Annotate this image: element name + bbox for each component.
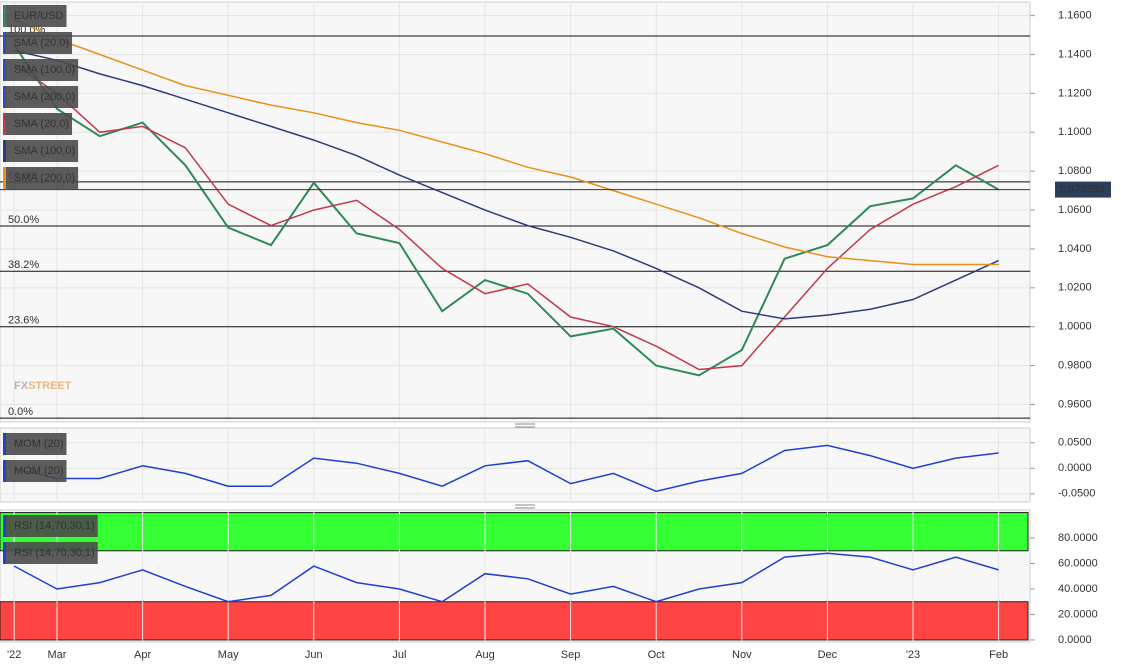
x-tick-label: '23 [906, 649, 920, 661]
y-tick-label: 1.0600 [1058, 204, 1092, 216]
series-line [13, 63, 999, 371]
legend-label: SMA (200,0) [14, 91, 75, 103]
series-line [14, 444, 999, 493]
x-tick-label: Dec [818, 649, 838, 661]
y-tick-label: 60.0000 [1058, 557, 1098, 569]
x-tick-label: Apr [134, 649, 151, 661]
legend-stripe [3, 167, 6, 189]
legend-label: RSI (14,70,30,1) [14, 520, 95, 532]
legend-stripe [3, 59, 6, 81]
y-tick-label: 80.0000 [1058, 532, 1098, 544]
y-tick-label: 1.1000 [1058, 126, 1092, 138]
legend-label: MOM (20) [14, 438, 64, 450]
legend-box [3, 433, 67, 455]
panel-background [0, 1, 1031, 423]
series-line [14, 49, 999, 320]
legend-stripe [3, 5, 6, 27]
fib-label: 23.6% [8, 315, 39, 327]
y-tick-label: 0.9800 [1058, 360, 1092, 372]
legend-box [3, 542, 98, 564]
x-tick-label: Aug [475, 649, 495, 661]
legend-stripe [3, 515, 6, 537]
legend-label: SMA (100,0) [14, 145, 75, 157]
legend-label: RSI (14,70,30,1) [14, 547, 95, 559]
x-tick-label: Jul [392, 649, 406, 661]
y-tick-label: 40.0000 [1058, 583, 1098, 595]
zone [0, 512, 1029, 552]
x-tick-label: Jun [305, 649, 323, 661]
x-tick-label: May [218, 649, 239, 661]
x-tick-label: Feb [989, 649, 1008, 661]
legend-box [3, 113, 73, 135]
y-tick-label: 1.0000 [1058, 321, 1092, 333]
y-tick-label: 1.0200 [1058, 282, 1092, 294]
panel-background [0, 427, 1031, 503]
watermark: FXSTREET [14, 380, 72, 392]
legend-stripe [3, 113, 6, 135]
x-tick-label: Mar [48, 649, 67, 661]
fib-label: 0.0% [8, 406, 33, 418]
y-tick-label: 1.1200 [1058, 87, 1092, 99]
watermark-part: STREET [28, 380, 72, 392]
x-tick-label: Nov [732, 649, 752, 661]
y-tick-label: 0.9600 [1058, 398, 1092, 410]
legend-stripe [3, 86, 6, 108]
last-price-box [1055, 181, 1111, 198]
legend-box [3, 515, 98, 537]
legend-box [3, 167, 79, 189]
fib-label: 38.2% [8, 259, 39, 271]
y-tick-label: 0.0000 [1058, 462, 1092, 474]
zone [0, 601, 1029, 641]
series-line [13, 552, 999, 603]
separator [515, 423, 535, 509]
legend-stripe [3, 32, 6, 54]
x-tick-label: Sep [561, 649, 581, 661]
y-tick-label: 1.1400 [1058, 48, 1092, 60]
legend-label: SMA (200,0) [14, 172, 75, 184]
fib-label: 50.0% [8, 214, 39, 226]
legend-label: SMA (20,0) [14, 37, 69, 49]
x-tick-label: Oct [648, 649, 665, 661]
last-price-label: 1.070530 [1059, 183, 1105, 195]
legend-label: SMA (100,0) [14, 64, 75, 76]
legend-label: MOM (20) [14, 465, 64, 477]
legend-box [3, 460, 67, 482]
y-tick-label: 1.1600 [1058, 10, 1092, 22]
y-tick-label: 1.0800 [1058, 165, 1092, 177]
y-tick-label: 0.0000 [1058, 634, 1092, 646]
y-tick-label: 0.0500 [1058, 437, 1092, 449]
legend-label: SMA (20,0) [14, 118, 69, 130]
legend-stripe [3, 433, 6, 455]
legend-box [3, 86, 79, 108]
legend-stripe [3, 140, 6, 162]
legend-box [3, 5, 67, 27]
legend-stripe [3, 542, 6, 564]
legend-box [3, 32, 73, 54]
x-tick-label: '22 [7, 649, 21, 661]
y-tick-label: 20.0000 [1058, 608, 1098, 620]
series-line [13, 44, 1000, 377]
series-line [13, 18, 999, 266]
watermark-part: FX [14, 380, 29, 392]
legend-stripe [3, 460, 6, 482]
y-tick-label: 1.0400 [1058, 243, 1092, 255]
legend-box [3, 59, 79, 81]
legend-box [3, 140, 79, 162]
legend-label: EUR/USD [14, 10, 64, 22]
y-tick-label: -0.0500 [1058, 488, 1095, 500]
